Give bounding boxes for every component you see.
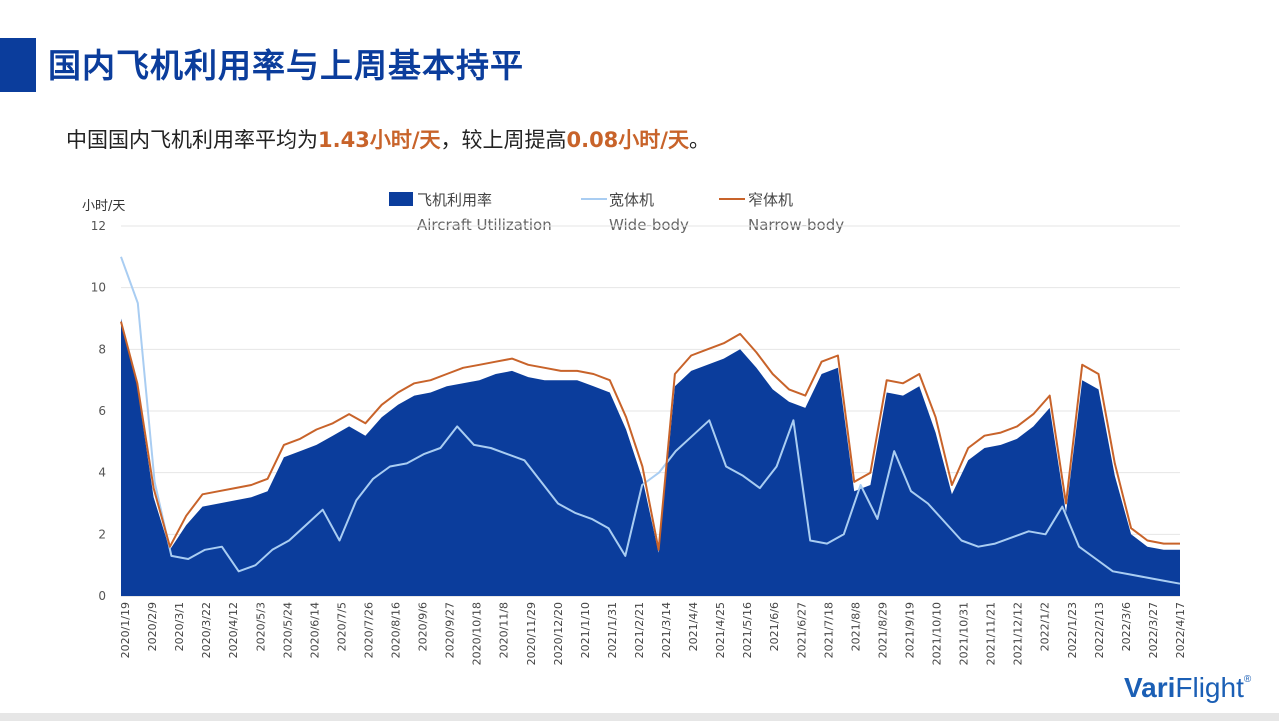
y-tick-label: 2	[98, 527, 106, 541]
summary-mid: ，较上周提高	[440, 128, 567, 152]
utilization-area	[121, 318, 1180, 596]
narrowbody-line	[120, 321, 1180, 551]
x-tick-label: 2021/6/6	[768, 602, 781, 651]
summary-value-average: 1.43小时/天	[318, 128, 441, 152]
series-widebody	[120, 256, 1181, 585]
x-tick-label: 2022/3/6	[1120, 602, 1133, 651]
x-tick-label: 2021/4/25	[714, 602, 727, 658]
x-tick-label: 2021/8/29	[876, 602, 889, 658]
y-tick-labels: 0 2 4 6 8 10 12	[91, 219, 106, 603]
x-tick-label: 2020/9/27	[444, 602, 457, 658]
logo-registered-mark: ®	[1243, 674, 1252, 685]
x-tick-label: 2020/6/14	[308, 602, 321, 658]
x-tick-label: 2021/10/10	[931, 602, 944, 665]
y-tick-label: 0	[98, 589, 106, 603]
series-narrowbody	[120, 321, 1180, 551]
x-tick-label: 2020/11/8	[498, 602, 511, 658]
logo-text-b: Flight	[1175, 672, 1244, 703]
title-accent-bar	[0, 38, 36, 92]
x-tick-label: 2022/1/23	[1066, 602, 1079, 658]
legend-widebody-cn: 宽体机	[609, 191, 655, 209]
y-tick-label: 8	[98, 342, 106, 356]
y-tick-label: 10	[91, 281, 106, 295]
widebody-line	[120, 256, 1181, 585]
footer-strip	[0, 713, 1279, 721]
x-tick-label: 2021/10/31	[958, 602, 971, 665]
x-tick-label: 2020/2/9	[146, 602, 159, 651]
legend-utilization-en: Aircraft Utilization	[417, 216, 552, 234]
legend-narrowbody-en: Narrow-body	[748, 216, 845, 234]
y-tick-label: 6	[98, 404, 106, 418]
x-tick-label: 2020/11/29	[525, 602, 538, 665]
x-tick-labels: 2020/1/19 2020/2/9 2020/3/1 2020/3/22 2020/4…	[119, 602, 1187, 665]
legend-narrowbody-cn: 窄体机	[748, 191, 794, 209]
x-tick-label: 2020/12/20	[552, 602, 565, 665]
x-tick-label: 2021/6/27	[795, 602, 808, 658]
x-tick-label: 2020/10/18	[471, 602, 484, 665]
x-tick-label: 2021/8/8	[849, 602, 862, 651]
x-tick-label: 2021/5/16	[741, 602, 754, 658]
summary-prefix: 中国国内飞机利用率平均为	[66, 128, 318, 152]
summary-value-change: 0.08小时/天	[566, 128, 689, 152]
legend-utilization-cn: 飞机利用率	[417, 191, 493, 209]
x-tick-label: 2021/1/10	[579, 602, 592, 658]
x-tick-label: 2021/2/21	[633, 602, 646, 658]
summary-suffix: 。	[688, 128, 710, 152]
page-title: 国内飞机利用率与上周基本持平	[48, 46, 524, 85]
x-tick-label: 2022/4/17	[1174, 602, 1187, 658]
logo-text-a: Vari	[1124, 672, 1176, 703]
x-tick-label: 2020/4/12	[227, 602, 240, 658]
x-tick-label: 2022/1/2	[1039, 602, 1052, 651]
x-tick-label: 2020/7/26	[363, 602, 376, 658]
x-tick-label: 2021/12/12	[1012, 602, 1025, 665]
x-tick-label: 2020/5/3	[254, 602, 267, 651]
legend-swatch-narrowbody	[719, 198, 745, 200]
x-tick-label: 2021/7/18	[822, 602, 835, 658]
x-tick-label: 2020/3/22	[200, 602, 213, 658]
y-tick-label: 4	[98, 466, 106, 480]
y-axis-unit: 小时/天	[82, 199, 126, 214]
x-tick-label: 2020/1/19	[119, 602, 132, 658]
x-tick-label: 2021/3/14	[660, 602, 673, 658]
x-tick-label: 2020/9/6	[417, 602, 430, 651]
x-tick-label: 2020/5/24	[281, 602, 294, 658]
x-tick-label: 2021/1/31	[606, 602, 619, 658]
series-utilization	[121, 318, 1180, 596]
x-tick-label: 2022/2/13	[1093, 602, 1106, 658]
x-tick-label: 2022/3/27	[1147, 602, 1160, 658]
x-tick-label: 2020/7/5	[335, 602, 348, 651]
x-tick-label: 2021/11/21	[985, 602, 998, 665]
x-tick-label: 2020/3/1	[173, 602, 186, 651]
legend-widebody-en: Wide-body	[609, 216, 689, 234]
summary-text: 中国国内飞机利用率平均为1.43小时/天，较上周提高0.08小时/天。	[66, 124, 710, 156]
legend-swatch-widebody	[581, 198, 607, 200]
x-tick-label: 2021/9/19	[904, 602, 917, 658]
y-tick-label: 12	[91, 219, 106, 233]
variflight-logo: VariFlight®	[1124, 672, 1251, 704]
x-tick-label: 2020/8/16	[390, 602, 403, 658]
legend-swatch-utilization	[389, 192, 413, 206]
x-tick-label: 2021/4/4	[687, 602, 700, 651]
